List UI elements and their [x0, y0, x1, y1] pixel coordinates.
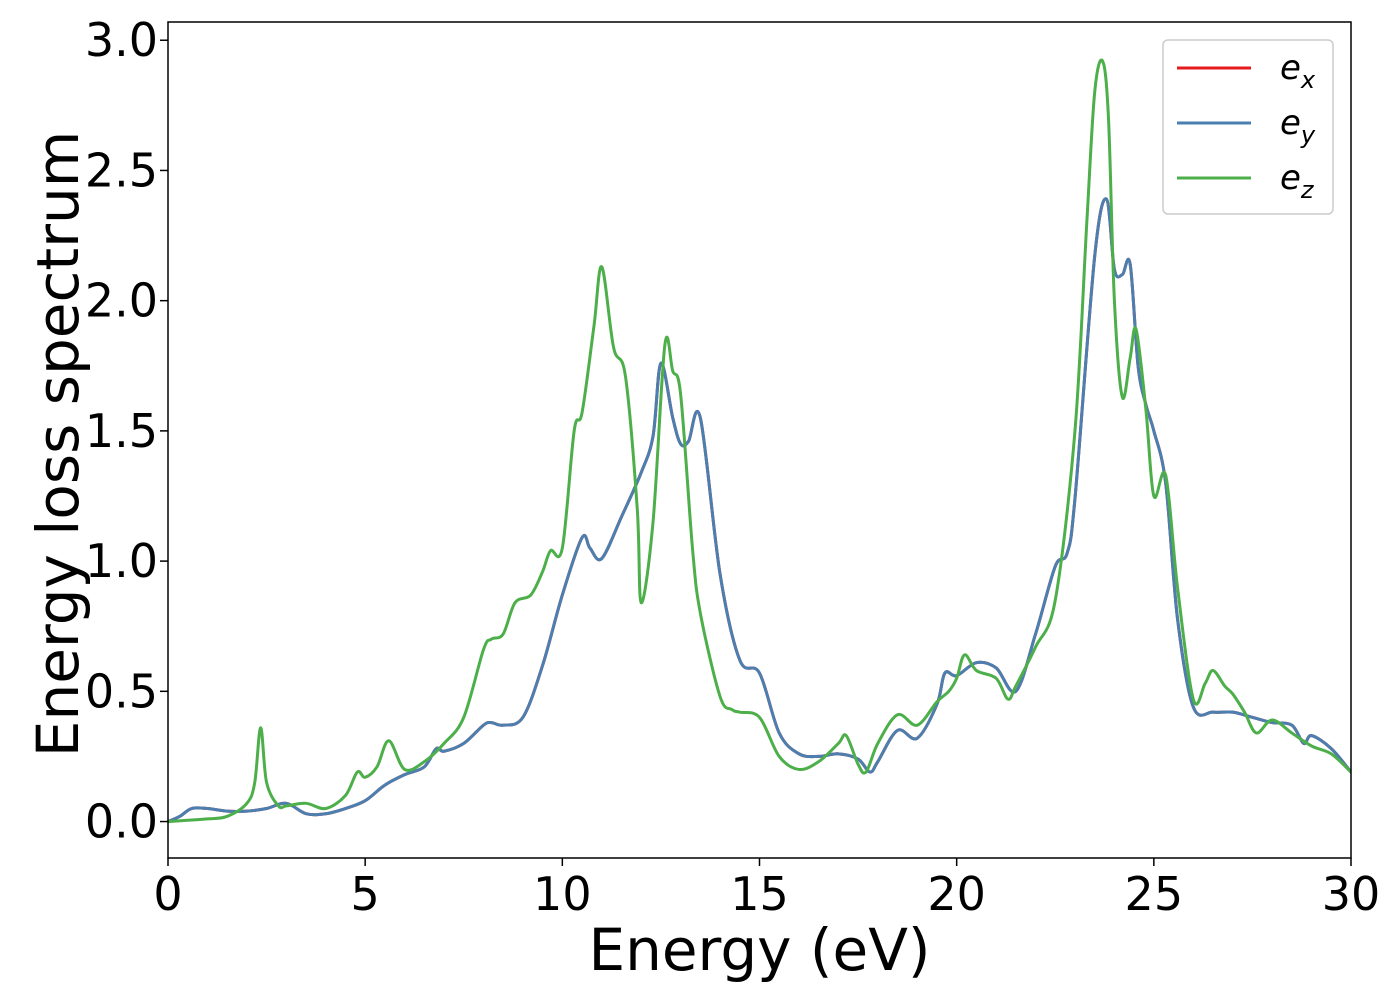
- y-tick-label: 0.0: [85, 795, 158, 849]
- legend-box: [1162, 39, 1334, 215]
- y-axis: 0.0 0.5 1.0 1.5 2.0 2.5 3.0: [85, 13, 168, 849]
- x-tick-label: 30: [1322, 867, 1381, 921]
- y-tick-label: 0.5: [85, 664, 158, 718]
- legend-label-e-z: ez: [1280, 158, 1315, 204]
- series-line-e-z: [168, 58, 1351, 824]
- x-tick-label: 20: [927, 867, 986, 921]
- legend: ex ey ez: [1162, 39, 1334, 215]
- y-tick-label: 2.5: [85, 143, 158, 197]
- legend-label-e-x: ex: [1280, 48, 1316, 94]
- y-tick-label: 2.0: [85, 274, 158, 328]
- legend-label-e-y: ey: [1280, 103, 1316, 149]
- y-tick-label: 1.5: [85, 404, 158, 458]
- x-axis-title: Energy (eV): [588, 916, 930, 984]
- y-tick-label: 1.0: [85, 534, 158, 588]
- x-tick-label: 0: [153, 867, 182, 921]
- x-tick-label: 10: [533, 867, 592, 921]
- x-tick-label: 15: [730, 867, 789, 921]
- series-layer: [168, 58, 1351, 824]
- x-tick-label: 25: [1125, 867, 1184, 921]
- series-line-e-y: [168, 197, 1351, 824]
- y-tick-label: 3.0: [85, 13, 158, 67]
- x-tick-label: 5: [351, 867, 380, 921]
- x-axis: 0 5 10 15 20 25 30: [153, 858, 1380, 921]
- y-axis-title: Energy loss spectrum: [24, 131, 92, 757]
